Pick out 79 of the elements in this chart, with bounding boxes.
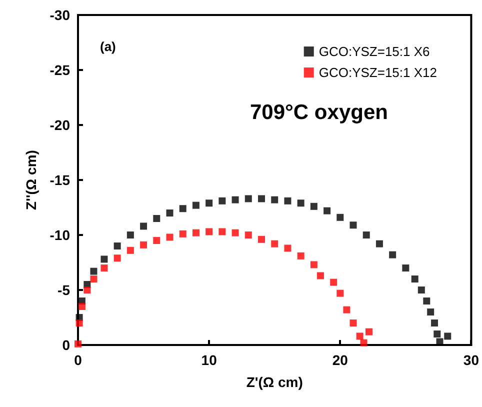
point <box>343 306 350 314</box>
point <box>140 222 148 230</box>
point <box>76 320 83 326</box>
point <box>78 303 86 310</box>
point <box>324 207 331 214</box>
y-tick-label: -20 <box>50 117 70 133</box>
point <box>179 205 186 212</box>
point <box>362 232 370 238</box>
annotation: (a) <box>100 39 116 54</box>
point <box>258 236 265 243</box>
legend-label: GCO:YSZ=15:1 X6 <box>318 44 430 59</box>
point <box>126 246 134 254</box>
point <box>350 222 357 229</box>
point <box>244 232 252 238</box>
annotation: 709°C oxygen <box>250 101 388 124</box>
point <box>284 197 292 204</box>
point <box>316 272 324 280</box>
point <box>90 268 98 275</box>
point <box>389 251 396 258</box>
point <box>166 234 174 241</box>
x-tick-label: 20 <box>332 352 348 368</box>
point <box>411 276 418 282</box>
point <box>297 200 304 207</box>
point <box>284 244 292 252</box>
y-tick-label: -15 <box>50 172 70 188</box>
point <box>310 202 318 210</box>
point <box>206 228 213 236</box>
point <box>336 290 344 297</box>
point <box>192 202 200 209</box>
point <box>100 256 108 263</box>
point <box>427 308 434 316</box>
point <box>153 215 160 222</box>
point <box>356 332 364 340</box>
point <box>423 298 430 304</box>
point <box>218 197 226 204</box>
point <box>218 228 226 236</box>
point <box>350 320 357 326</box>
y-tick-label: -5 <box>58 282 70 298</box>
point <box>297 252 304 260</box>
point <box>271 240 278 248</box>
y-tick-label: -10 <box>50 227 70 243</box>
point <box>258 195 265 202</box>
point <box>179 230 186 238</box>
point <box>114 254 121 262</box>
legend-label: GCO:YSZ=15:1 X12 <box>318 65 438 80</box>
point <box>153 237 160 244</box>
point <box>402 264 410 272</box>
point <box>271 196 278 204</box>
point <box>244 195 252 202</box>
point <box>114 242 121 250</box>
point <box>431 320 438 326</box>
point <box>376 240 383 248</box>
point <box>310 261 318 268</box>
y-tick-label: -25 <box>50 62 70 78</box>
point <box>418 286 425 294</box>
point <box>100 264 108 272</box>
point <box>232 229 239 236</box>
point <box>434 330 441 338</box>
point <box>140 241 148 248</box>
point <box>126 232 134 238</box>
point <box>365 328 372 336</box>
point <box>166 210 174 216</box>
point <box>336 214 344 221</box>
point <box>330 278 338 286</box>
point <box>232 196 239 204</box>
point <box>206 200 213 207</box>
y-tick-label: 0 <box>62 337 70 353</box>
point <box>90 276 98 282</box>
point <box>360 339 368 346</box>
y-tick-label: -30 <box>50 7 70 23</box>
x-tick-label: 10 <box>201 352 218 368</box>
point <box>444 332 452 340</box>
point <box>192 229 200 236</box>
x-tick-label: 0 <box>74 352 82 368</box>
x-axis-title: Z'(Ω cm) <box>246 374 303 390</box>
point <box>84 286 91 294</box>
point <box>74 340 82 348</box>
x-tick-label: 30 <box>463 352 480 368</box>
y-axis-title: Z''(Ω cm) <box>23 150 39 210</box>
